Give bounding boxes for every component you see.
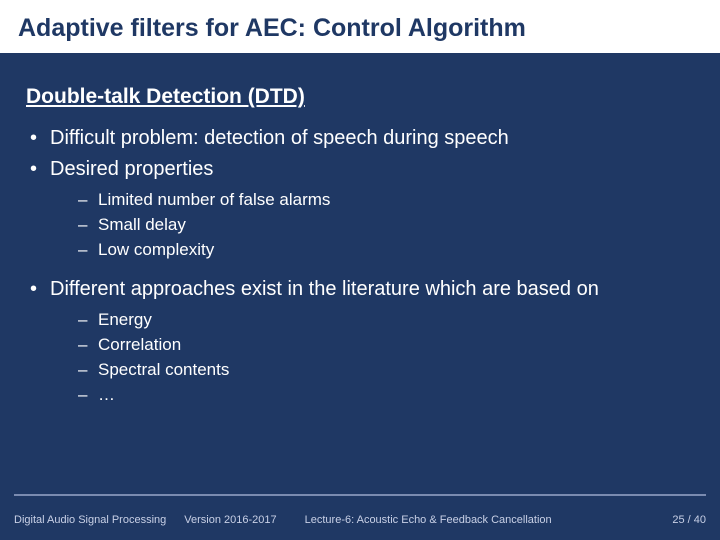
sub-item: Small delay [50,214,694,237]
sub-text: Low complexity [98,240,214,259]
section-heading: Double-talk Detection (DTD) [26,85,694,109]
sub-text: … [98,385,115,404]
bullet-item: Different approaches exist in the litera… [26,276,694,407]
sub-text: Limited number of false alarms [98,190,330,209]
slide-body: Double-talk Detection (DTD) Difficult pr… [0,57,720,407]
slide-footer: Digital Audio Signal Processing Version … [14,514,706,526]
sub-item: Spectral contents [50,359,694,382]
footer-version: Version 2016-2017 [184,514,276,526]
sub-item: … [50,384,694,407]
sub-item: Energy [50,309,694,332]
slide-header: Adaptive filters for AEC: Control Algori… [0,0,720,53]
sub-item: Limited number of false alarms [50,189,694,212]
bullet-text: Desired properties [50,158,213,180]
sub-item: Low complexity [50,239,694,262]
bullet-item: Desired properties Limited number of fal… [26,156,694,262]
bullet-text: Difficult problem: detection of speech d… [50,127,509,149]
sub-list: Energy Correlation Spectral contents … [50,309,694,407]
sub-text: Correlation [98,335,181,354]
slide-title: Adaptive filters for AEC: Control Algori… [18,14,702,43]
sub-text: Energy [98,310,152,329]
footer-course: Digital Audio Signal Processing [14,514,166,526]
sub-list: Limited number of false alarms Small del… [50,189,694,262]
sub-text: Spectral contents [98,360,229,379]
bullet-text: Different approaches exist in the litera… [50,278,599,300]
bullet-list: Difficult problem: detection of speech d… [26,125,694,407]
footer-separator [14,494,706,496]
sub-text: Small delay [98,215,186,234]
bullet-item: Difficult problem: detection of speech d… [26,125,694,152]
sub-item: Correlation [50,334,694,357]
footer-lecture: Lecture-6: Acoustic Echo & Feedback Canc… [305,514,673,526]
footer-page-number: 25 / 40 [672,514,706,526]
